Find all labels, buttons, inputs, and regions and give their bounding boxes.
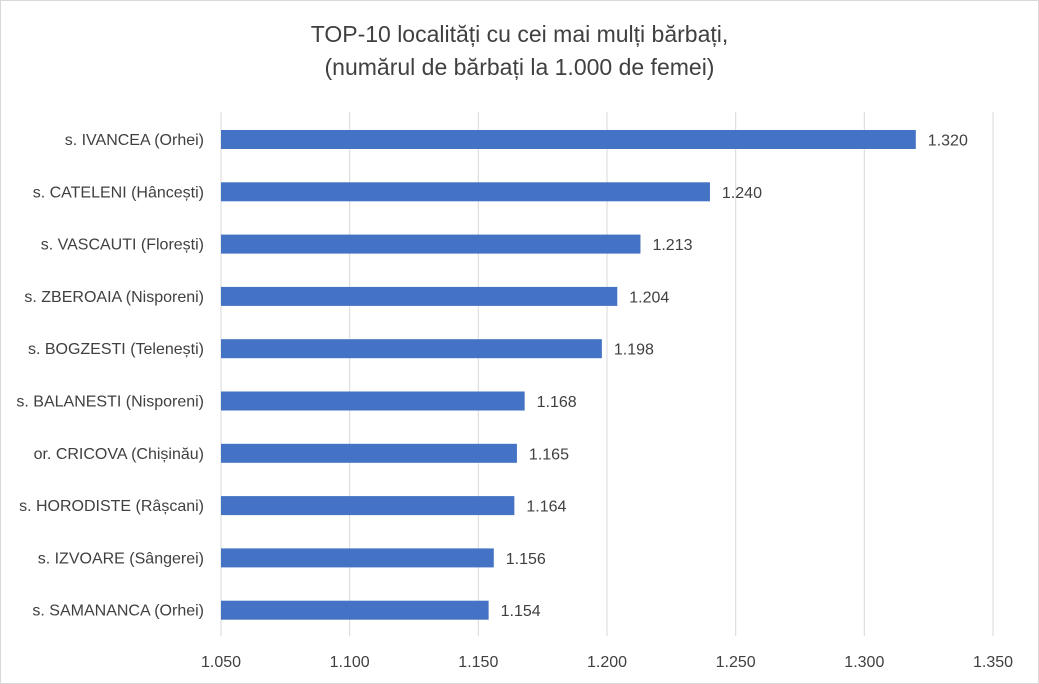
x-tick-label: 1.100 — [330, 654, 370, 671]
data-label: 1.198 — [614, 342, 654, 359]
category-label: s. IVANCEA (Orhei) — [65, 132, 204, 149]
x-tick-label: 1.350 — [973, 654, 1013, 671]
category-label: s. HORODISTE (Râșcani) — [19, 498, 204, 515]
bar — [221, 286, 618, 306]
chart-title-line-2: (numărul de bărbați la 1.000 de femei) — [324, 54, 715, 80]
bar — [221, 600, 489, 620]
category-label: s. CATELENI (Hâncești) — [33, 184, 204, 201]
category-label: s. BOGZESTI (Telenești) — [28, 341, 204, 358]
bar — [221, 234, 641, 254]
data-label: 1.213 — [652, 237, 692, 254]
x-tick-label: 1.050 — [201, 654, 241, 671]
category-label: s. BALANESTI (Nisporeni) — [16, 394, 204, 411]
data-label: 1.204 — [629, 289, 669, 306]
x-tick-label: 1.200 — [587, 654, 627, 671]
bar — [221, 443, 517, 463]
data-label: 1.156 — [506, 551, 546, 568]
chart-title-line-1: TOP-10 localități cu cei mai mulți bărba… — [310, 21, 729, 47]
bar — [221, 548, 494, 568]
data-label: 1.154 — [501, 603, 541, 620]
data-label: 1.168 — [537, 394, 577, 411]
category-label: s. VASCAUTI (Florești) — [41, 237, 204, 254]
bars — [221, 130, 916, 620]
x-tick-label: 1.300 — [844, 654, 884, 671]
bar — [221, 339, 602, 359]
category-label: s. IZVOARE (Sângerei) — [38, 550, 204, 567]
x-axis-tick-labels: 1.050 1.100 1.150 1.200 1.250 1.300 1.350 — [201, 654, 1013, 671]
category-label: s. SAMANANCA (Orhei) — [32, 603, 204, 620]
bar — [221, 130, 916, 149]
x-tick-label: 1.250 — [716, 654, 756, 671]
data-labels: 1.320 1.240 1.213 1.204 1.198 1.168 1.165 1.164… — [501, 133, 968, 621]
category-labels: s. IVANCEA (Orhei) s. CATELENI (Hâncești)… — [16, 132, 204, 620]
bar — [221, 182, 710, 202]
data-label: 1.164 — [526, 499, 566, 516]
category-label: s. ZBEROAIA (Nisporeni) — [24, 289, 204, 306]
data-label: 1.165 — [529, 446, 569, 463]
x-tick-label: 1.150 — [458, 654, 498, 671]
data-label: 1.320 — [928, 133, 968, 150]
data-label: 1.240 — [722, 185, 762, 202]
bar — [221, 496, 515, 516]
category-label: or. CRICOVA (Chișinău) — [34, 446, 204, 463]
chart-title: TOP-10 localități cu cei mai mulți bărba… — [0, 18, 1039, 84]
bar — [221, 391, 525, 411]
